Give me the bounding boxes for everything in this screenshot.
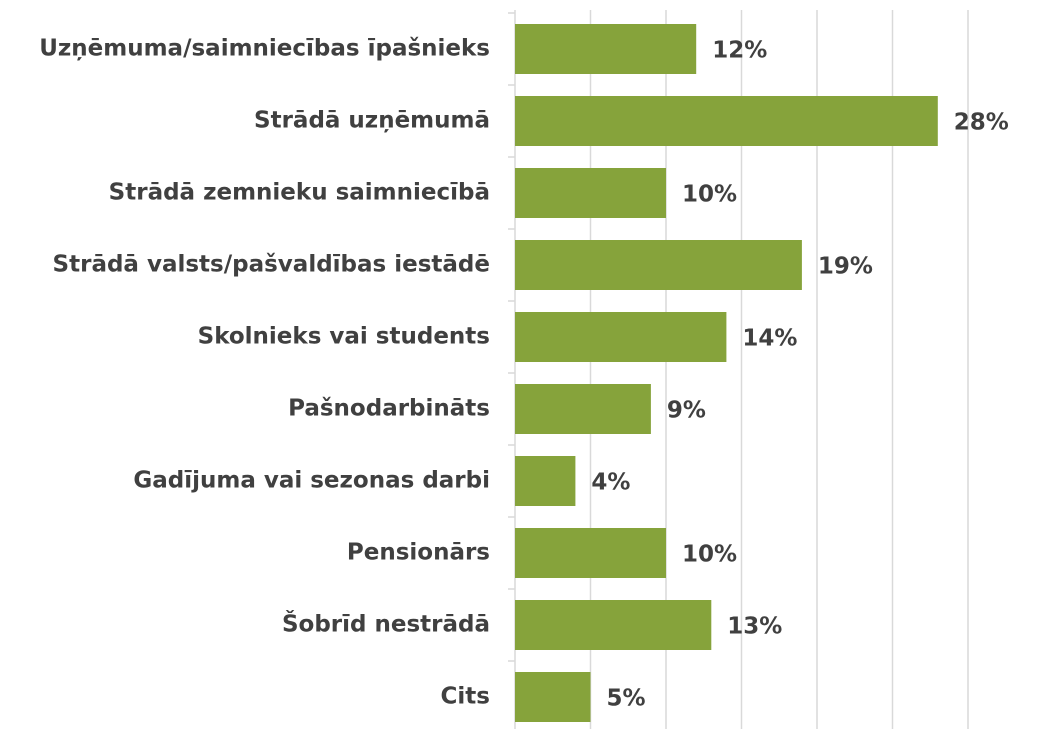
bar	[515, 240, 802, 290]
y-tick-label: Strādā uzņēmumā	[254, 108, 490, 134]
bar	[515, 672, 591, 722]
y-tick-label: Strādā zemnieku saimniecībā	[109, 180, 490, 206]
y-tick-label: Cits	[441, 684, 490, 710]
bar	[515, 312, 727, 362]
bar	[515, 96, 938, 146]
value-label: 12%	[712, 38, 767, 64]
value-label: 10%	[682, 182, 737, 208]
value-label: 28%	[954, 110, 1009, 136]
bar	[515, 600, 712, 650]
y-tick-label: Strādā valsts/pašvaldības iestādē	[53, 252, 490, 278]
bar	[515, 24, 697, 74]
bar	[515, 456, 576, 506]
y-tick-label: Gadījuma vai sezonas darbi	[133, 468, 490, 494]
bar	[515, 168, 666, 218]
y-tick-label: Šobrīd nestrādā	[282, 610, 490, 638]
bar	[515, 384, 651, 434]
value-label: 19%	[818, 254, 873, 280]
value-label: 4%	[591, 470, 630, 496]
y-tick-label: Pensionārs	[347, 540, 490, 566]
bar	[515, 528, 666, 578]
y-tick-label: Skolnieks vai students	[198, 324, 490, 350]
value-label: 5%	[607, 686, 646, 712]
y-tick-label: Pašnodarbināts	[288, 396, 490, 422]
value-label: 9%	[667, 398, 706, 424]
value-label: 13%	[727, 614, 782, 640]
value-label: 10%	[682, 542, 737, 568]
value-label: 14%	[742, 326, 797, 352]
y-tick-label: Uzņēmuma/saimniecības īpašnieks	[39, 36, 490, 62]
